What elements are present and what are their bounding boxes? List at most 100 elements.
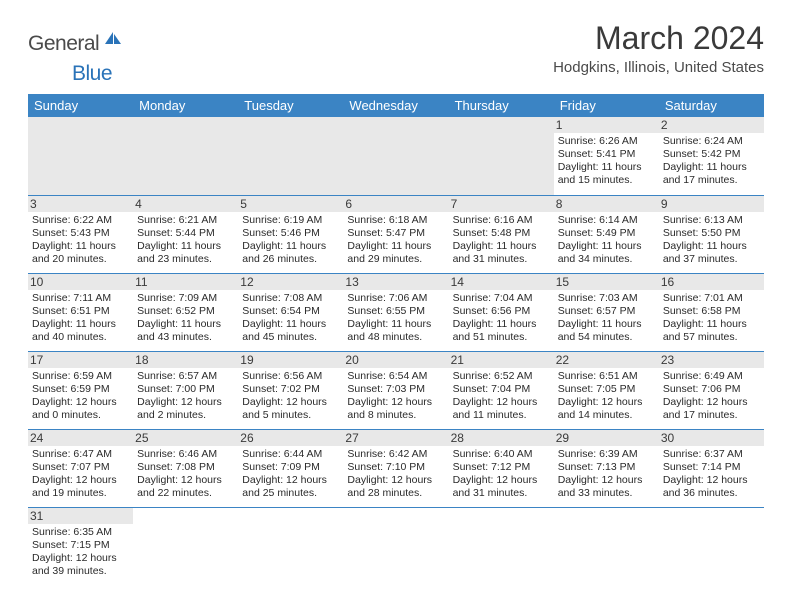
- sunrise-text: Sunrise: 6:24 AM: [663, 135, 760, 148]
- day-info: Sunrise: 6:46 AMSunset: 7:08 PMDaylight:…: [137, 448, 234, 501]
- day-number: 22: [554, 352, 659, 368]
- day-number: 24: [28, 430, 133, 446]
- day-cell: 24 Sunrise: 6:47 AMSunset: 7:07 PMDayligh…: [28, 429, 133, 507]
- day-number: 27: [343, 430, 448, 446]
- sunset-text: Sunset: 6:54 PM: [242, 305, 339, 318]
- day-number: 5: [238, 196, 343, 212]
- day-number: 30: [659, 430, 764, 446]
- sunset-text: Sunset: 5:49 PM: [558, 227, 655, 240]
- sunrise-text: Sunrise: 6:13 AM: [663, 214, 760, 227]
- sunset-text: Sunset: 7:02 PM: [242, 383, 339, 396]
- sunset-text: Sunset: 7:10 PM: [347, 461, 444, 474]
- sunrise-text: Sunrise: 6:54 AM: [347, 370, 444, 383]
- calendar-row: 31Sunrise: 6:35 AMSunset: 7:15 PMDayligh…: [28, 507, 764, 585]
- day-cell: 22Sunrise: 6:51 AMSunset: 7:05 PMDayligh…: [554, 351, 659, 429]
- daylight-text: Daylight: 11 hours and 20 minutes.: [32, 240, 129, 266]
- sunset-text: Sunset: 7:08 PM: [137, 461, 234, 474]
- page-title: March 2024: [553, 20, 764, 57]
- sunset-text: Sunset: 7:04 PM: [453, 383, 550, 396]
- day-cell: 17Sunrise: 6:59 AMSunset: 6:59 PMDayligh…: [28, 351, 133, 429]
- daylight-text: Daylight: 11 hours and 29 minutes.: [347, 240, 444, 266]
- sunset-text: Sunset: 6:51 PM: [32, 305, 129, 318]
- daylight-text: Daylight: 11 hours and 57 minutes.: [663, 318, 760, 344]
- sail-icon: [103, 30, 123, 51]
- daylight-text: Daylight: 12 hours and 25 minutes.: [242, 474, 339, 500]
- day-number: 28: [449, 430, 554, 446]
- day-number: 18: [133, 352, 238, 368]
- empty-cell: [133, 117, 238, 195]
- day-number: 3: [28, 196, 133, 212]
- sunrise-text: Sunrise: 7:04 AM: [453, 292, 550, 305]
- day-cell: 30Sunrise: 6:37 AMSunset: 7:14 PMDayligh…: [659, 429, 764, 507]
- empty-cell: [554, 507, 659, 585]
- day-number: 15: [554, 274, 659, 290]
- day-info: Sunrise: 6:47 AMSunset: 7:07 PMDaylight:…: [32, 448, 129, 501]
- day-info: Sunrise: 6:22 AMSunset: 5:43 PMDaylight:…: [32, 214, 129, 267]
- empty-cell: [449, 507, 554, 585]
- weekday-header: Sunday: [28, 94, 133, 117]
- weekday-header: Friday: [554, 94, 659, 117]
- day-number: 19: [238, 352, 343, 368]
- daylight-text: Daylight: 11 hours and 51 minutes.: [453, 318, 550, 344]
- day-info: Sunrise: 6:40 AMSunset: 7:12 PMDaylight:…: [453, 448, 550, 501]
- empty-cell: [28, 117, 133, 195]
- daylight-text: Daylight: 12 hours and 39 minutes.: [32, 552, 129, 578]
- sunrise-text: Sunrise: 6:26 AM: [558, 135, 655, 148]
- day-info: Sunrise: 6:16 AMSunset: 5:48 PMDaylight:…: [453, 214, 550, 267]
- sunrise-text: Sunrise: 6:39 AM: [558, 448, 655, 461]
- day-info: Sunrise: 6:56 AMSunset: 7:02 PMDaylight:…: [242, 370, 339, 423]
- sunset-text: Sunset: 7:09 PM: [242, 461, 339, 474]
- weekday-header: Saturday: [659, 94, 764, 117]
- day-info: Sunrise: 7:03 AMSunset: 6:57 PMDaylight:…: [558, 292, 655, 345]
- sunset-text: Sunset: 5:42 PM: [663, 148, 760, 161]
- daylight-text: Daylight: 12 hours and 17 minutes.: [663, 396, 760, 422]
- sunset-text: Sunset: 6:55 PM: [347, 305, 444, 318]
- sunrise-text: Sunrise: 6:49 AM: [663, 370, 760, 383]
- sunrise-text: Sunrise: 6:16 AM: [453, 214, 550, 227]
- daylight-text: Daylight: 11 hours and 45 minutes.: [242, 318, 339, 344]
- day-info: Sunrise: 7:08 AMSunset: 6:54 PMDaylight:…: [242, 292, 339, 345]
- day-number: 6: [343, 196, 448, 212]
- sunrise-text: Sunrise: 6:47 AM: [32, 448, 129, 461]
- daylight-text: Daylight: 12 hours and 31 minutes.: [453, 474, 550, 500]
- sunrise-text: Sunrise: 6:40 AM: [453, 448, 550, 461]
- day-info: Sunrise: 6:57 AMSunset: 7:00 PMDaylight:…: [137, 370, 234, 423]
- sunset-text: Sunset: 7:07 PM: [32, 461, 129, 474]
- day-number: 9: [659, 196, 764, 212]
- day-number: 14: [449, 274, 554, 290]
- daylight-text: Daylight: 11 hours and 54 minutes.: [558, 318, 655, 344]
- day-cell: 2Sunrise: 6:24 AMSunset: 5:42 PMDaylight…: [659, 117, 764, 195]
- daylight-text: Daylight: 12 hours and 14 minutes.: [558, 396, 655, 422]
- day-number: 7: [449, 196, 554, 212]
- calendar-row: 10Sunrise: 7:11 AMSunset: 6:51 PMDayligh…: [28, 273, 764, 351]
- logo-text-general: General: [28, 32, 99, 56]
- day-info: Sunrise: 6:42 AMSunset: 7:10 PMDaylight:…: [347, 448, 444, 501]
- day-cell: 8Sunrise: 6:14 AMSunset: 5:49 PMDaylight…: [554, 195, 659, 273]
- weekday-header: Thursday: [449, 94, 554, 117]
- sunrise-text: Sunrise: 6:57 AM: [137, 370, 234, 383]
- daylight-text: Daylight: 12 hours and 5 minutes.: [242, 396, 339, 422]
- day-info: Sunrise: 6:54 AMSunset: 7:03 PMDaylight:…: [347, 370, 444, 423]
- calendar-row: 1Sunrise: 6:26 AMSunset: 5:41 PMDaylight…: [28, 117, 764, 195]
- weekday-header: Tuesday: [238, 94, 343, 117]
- sunset-text: Sunset: 6:58 PM: [663, 305, 760, 318]
- daylight-text: Daylight: 12 hours and 36 minutes.: [663, 474, 760, 500]
- day-cell: 21Sunrise: 6:52 AMSunset: 7:04 PMDayligh…: [449, 351, 554, 429]
- empty-cell: [343, 507, 448, 585]
- empty-cell: [343, 117, 448, 195]
- empty-cell: [238, 507, 343, 585]
- day-cell: 14Sunrise: 7:04 AMSunset: 6:56 PMDayligh…: [449, 273, 554, 351]
- day-number: 23: [659, 352, 764, 368]
- day-number: 4: [133, 196, 238, 212]
- sunrise-text: Sunrise: 6:56 AM: [242, 370, 339, 383]
- daylight-text: Daylight: 12 hours and 2 minutes.: [137, 396, 234, 422]
- sunrise-text: Sunrise: 6:42 AM: [347, 448, 444, 461]
- day-cell: 26Sunrise: 6:44 AMSunset: 7:09 PMDayligh…: [238, 429, 343, 507]
- sunrise-text: Sunrise: 6:35 AM: [32, 526, 129, 539]
- daylight-text: Daylight: 12 hours and 0 minutes.: [32, 396, 129, 422]
- sunrise-text: Sunrise: 7:03 AM: [558, 292, 655, 305]
- day-cell: 3 Sunrise: 6:22 AMSunset: 5:43 PMDaylight…: [28, 195, 133, 273]
- day-cell: 5Sunrise: 6:19 AMSunset: 5:46 PMDaylight…: [238, 195, 343, 273]
- sunrise-text: Sunrise: 6:51 AM: [558, 370, 655, 383]
- daylight-text: Daylight: 11 hours and 15 minutes.: [558, 161, 655, 187]
